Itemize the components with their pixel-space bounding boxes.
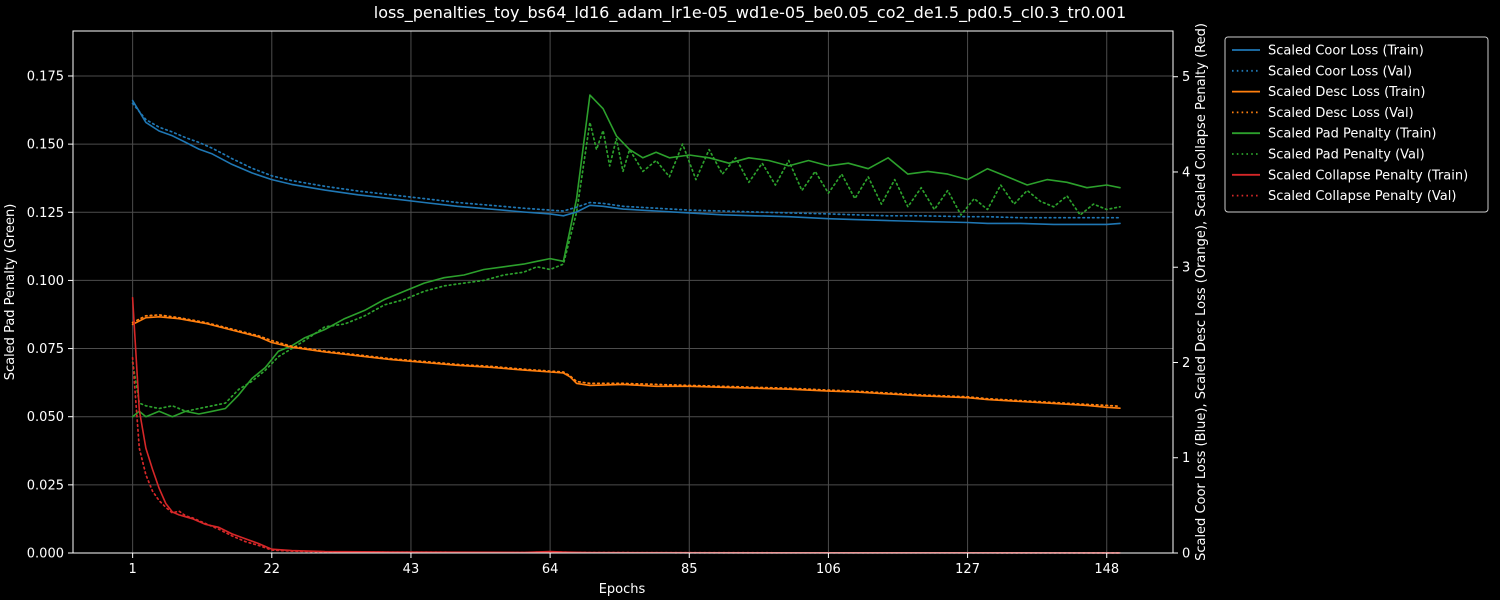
series-line-scaled-desc-loss-train — [131, 315, 1121, 410]
series-layer — [131, 94, 1121, 554]
series-line-scaled-coor-loss-train — [131, 99, 1121, 226]
y-left-tick-label-5: 0.125 — [27, 206, 64, 221]
legend-label-6: Scaled Collapse Penalty (Train) — [1268, 168, 1468, 183]
y-right-tick-label-0: 0 — [1182, 547, 1190, 562]
y-right-tick-label-4: 4 — [1182, 165, 1190, 180]
y-left-tick-label-3: 0.075 — [27, 342, 64, 357]
x-tick-label-6: 127 — [955, 562, 980, 577]
series-line-scaled-pad-penalty-val — [131, 121, 1121, 413]
x-tick-label-4: 85 — [681, 562, 698, 577]
x-tick-label-1: 22 — [264, 562, 281, 577]
chart-title: loss_penalties_toy_bs64_ld16_adam_lr1e-0… — [374, 3, 1126, 23]
x-tick-label-2: 43 — [403, 562, 420, 577]
legend-label-3: Scaled Desc Loss (Val) — [1268, 106, 1414, 121]
legend-frame — [1224, 36, 1489, 213]
y-right-tick-label-5: 5 — [1182, 70, 1190, 85]
x-tick-label-7: 148 — [1094, 562, 1119, 577]
x-ticks: 1 22 43 64 85 106 127 148 — [128, 553, 1119, 577]
y-left-tick-label-7: 0.175 — [27, 69, 64, 84]
y-right-tick-label-3: 3 — [1182, 261, 1190, 276]
y-ticks-right: 0 1 2 3 4 5 — [1173, 70, 1190, 562]
legend-label-1: Scaled Coor Loss (Val) — [1268, 64, 1412, 79]
series-line-scaled-coor-loss-val — [131, 102, 1121, 219]
y-right-tick-label-2: 2 — [1182, 356, 1190, 371]
legend-label-7: Scaled Collapse Penalty (Val) — [1268, 189, 1456, 204]
plot-frame — [72, 30, 1174, 554]
x-axis-label: Epochs — [599, 582, 646, 597]
y-axis-label-right: Scaled Coor Loss (Blue), Scaled Desc Los… — [1194, 23, 1209, 561]
series-line-scaled-collapse-penalty-val — [131, 356, 1121, 554]
y-axis-label-left: Scaled Pad Penalty (Green) — [3, 204, 18, 381]
legend-label-2: Scaled Desc Loss (Train) — [1268, 85, 1425, 100]
legend-label-5: Scaled Pad Penalty (Val) — [1268, 148, 1425, 163]
legend-label-0: Scaled Coor Loss (Train) — [1268, 44, 1424, 59]
legend-items: Scaled Coor Loss (Train) Scaled Coor Loss… — [1232, 44, 1468, 204]
y-right-tick-label-1: 1 — [1182, 451, 1190, 466]
x-tick-label-0: 1 — [128, 562, 136, 577]
y-left-tick-label-4: 0.100 — [27, 274, 64, 289]
y-left-tick-label-2: 0.050 — [27, 410, 64, 425]
x-tick-label-5: 106 — [816, 562, 841, 577]
legend-label-4: Scaled Pad Penalty (Train) — [1268, 127, 1436, 142]
series-line-scaled-pad-penalty-train — [131, 94, 1121, 418]
y-left-tick-label-6: 0.150 — [27, 138, 64, 153]
y-left-tick-label-0: 0.000 — [27, 547, 64, 562]
x-tick-label-3: 64 — [542, 562, 559, 577]
legend: Scaled Coor Loss (Train) Scaled Coor Loss… — [1224, 36, 1489, 213]
y-left-tick-label-1: 0.025 — [27, 478, 64, 493]
y-ticks-left: 0.000 0.025 0.050 0.075 0.100 0.125 0.150 0.175 — [27, 69, 73, 562]
